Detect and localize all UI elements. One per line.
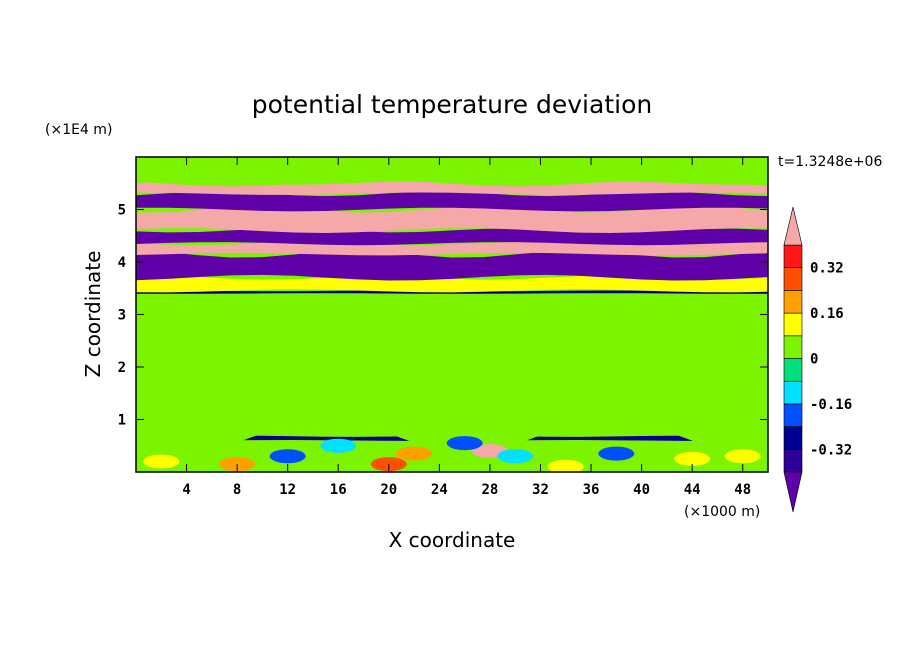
x-tick-label: 16 (330, 482, 347, 498)
contour-patch (497, 449, 534, 464)
colorbar-label: 0.16 (810, 306, 844, 322)
x-tick-label: 44 (684, 482, 701, 498)
contour-band (136, 275, 768, 293)
colorbar-segment (783, 426, 803, 450)
colorbar-segment (783, 403, 803, 427)
colorbar-label: -0.16 (810, 397, 852, 413)
x-tick-label: 36 (583, 482, 600, 498)
x-axis-label: X coordinate (389, 528, 516, 552)
colorbar-segment (783, 380, 803, 405)
contour-patch (320, 438, 357, 453)
colorbar-segment (783, 244, 803, 269)
x-tick-label: 48 (734, 482, 751, 498)
contour-patch (547, 459, 584, 472)
x-axis: 4 8 12 16 20 24 28 32 36 40 44 48 (182, 157, 751, 498)
x-tick-label: 28 (481, 482, 498, 498)
y-tick-label: 1 (118, 413, 126, 429)
colorbar-segment (783, 312, 803, 337)
y-tick-label: 5 (118, 203, 126, 219)
contour-band (136, 272, 768, 453)
colorbar-under-triangle (783, 471, 803, 513)
contour-band (136, 157, 768, 187)
contour-patch (396, 446, 433, 461)
x-tick-label: 24 (431, 482, 448, 498)
contour-field (136, 157, 768, 472)
x-tick-label: 40 (633, 482, 650, 498)
colorbar-label: 0 (810, 352, 818, 368)
colorbar-segment (783, 448, 803, 473)
contour-patch (143, 454, 180, 469)
contour-patch (724, 449, 761, 464)
contour-band (136, 206, 768, 233)
y-tick-label: 2 (118, 360, 126, 376)
colorbar-segment (783, 335, 803, 359)
y-axis-label: Z coordinate (81, 251, 105, 378)
colorbar-segment (783, 267, 803, 291)
contour-band (136, 250, 768, 281)
colorbar-segment (783, 290, 803, 314)
colorbar-over-triangle (783, 206, 803, 246)
contour-patch (446, 436, 483, 451)
y-tick-label: 3 (118, 308, 126, 324)
contour-band (136, 435, 768, 472)
x-unit-label: (×1000 m) (684, 504, 760, 520)
colorbar: 0.32 0.16 0 -0.16 -0.32 (783, 206, 852, 513)
x-tick-label: 12 (279, 482, 296, 498)
contour-band (136, 191, 768, 212)
x-tick-label: 4 (182, 482, 190, 498)
contour-patch (598, 446, 635, 461)
time-label: t=1.3248e+06 (778, 154, 882, 170)
contour-patch (674, 451, 711, 466)
colorbar-segment (783, 358, 803, 382)
colorbar-label: -0.32 (810, 442, 852, 458)
y-tick-label: 4 (118, 255, 126, 271)
x-tick-label: 8 (233, 482, 241, 498)
contour-band (136, 181, 768, 195)
chart-title: potential temperature deviation (252, 90, 652, 119)
colorbar-label: 0.32 (810, 261, 844, 277)
x-tick-label: 20 (380, 482, 397, 498)
y-axis: 1 2 3 4 5 (118, 203, 768, 429)
contour-patch (269, 449, 306, 464)
contour-band (136, 242, 768, 256)
x-tick-label: 32 (532, 482, 549, 498)
y-unit-label: (×1E4 m) (45, 122, 112, 138)
